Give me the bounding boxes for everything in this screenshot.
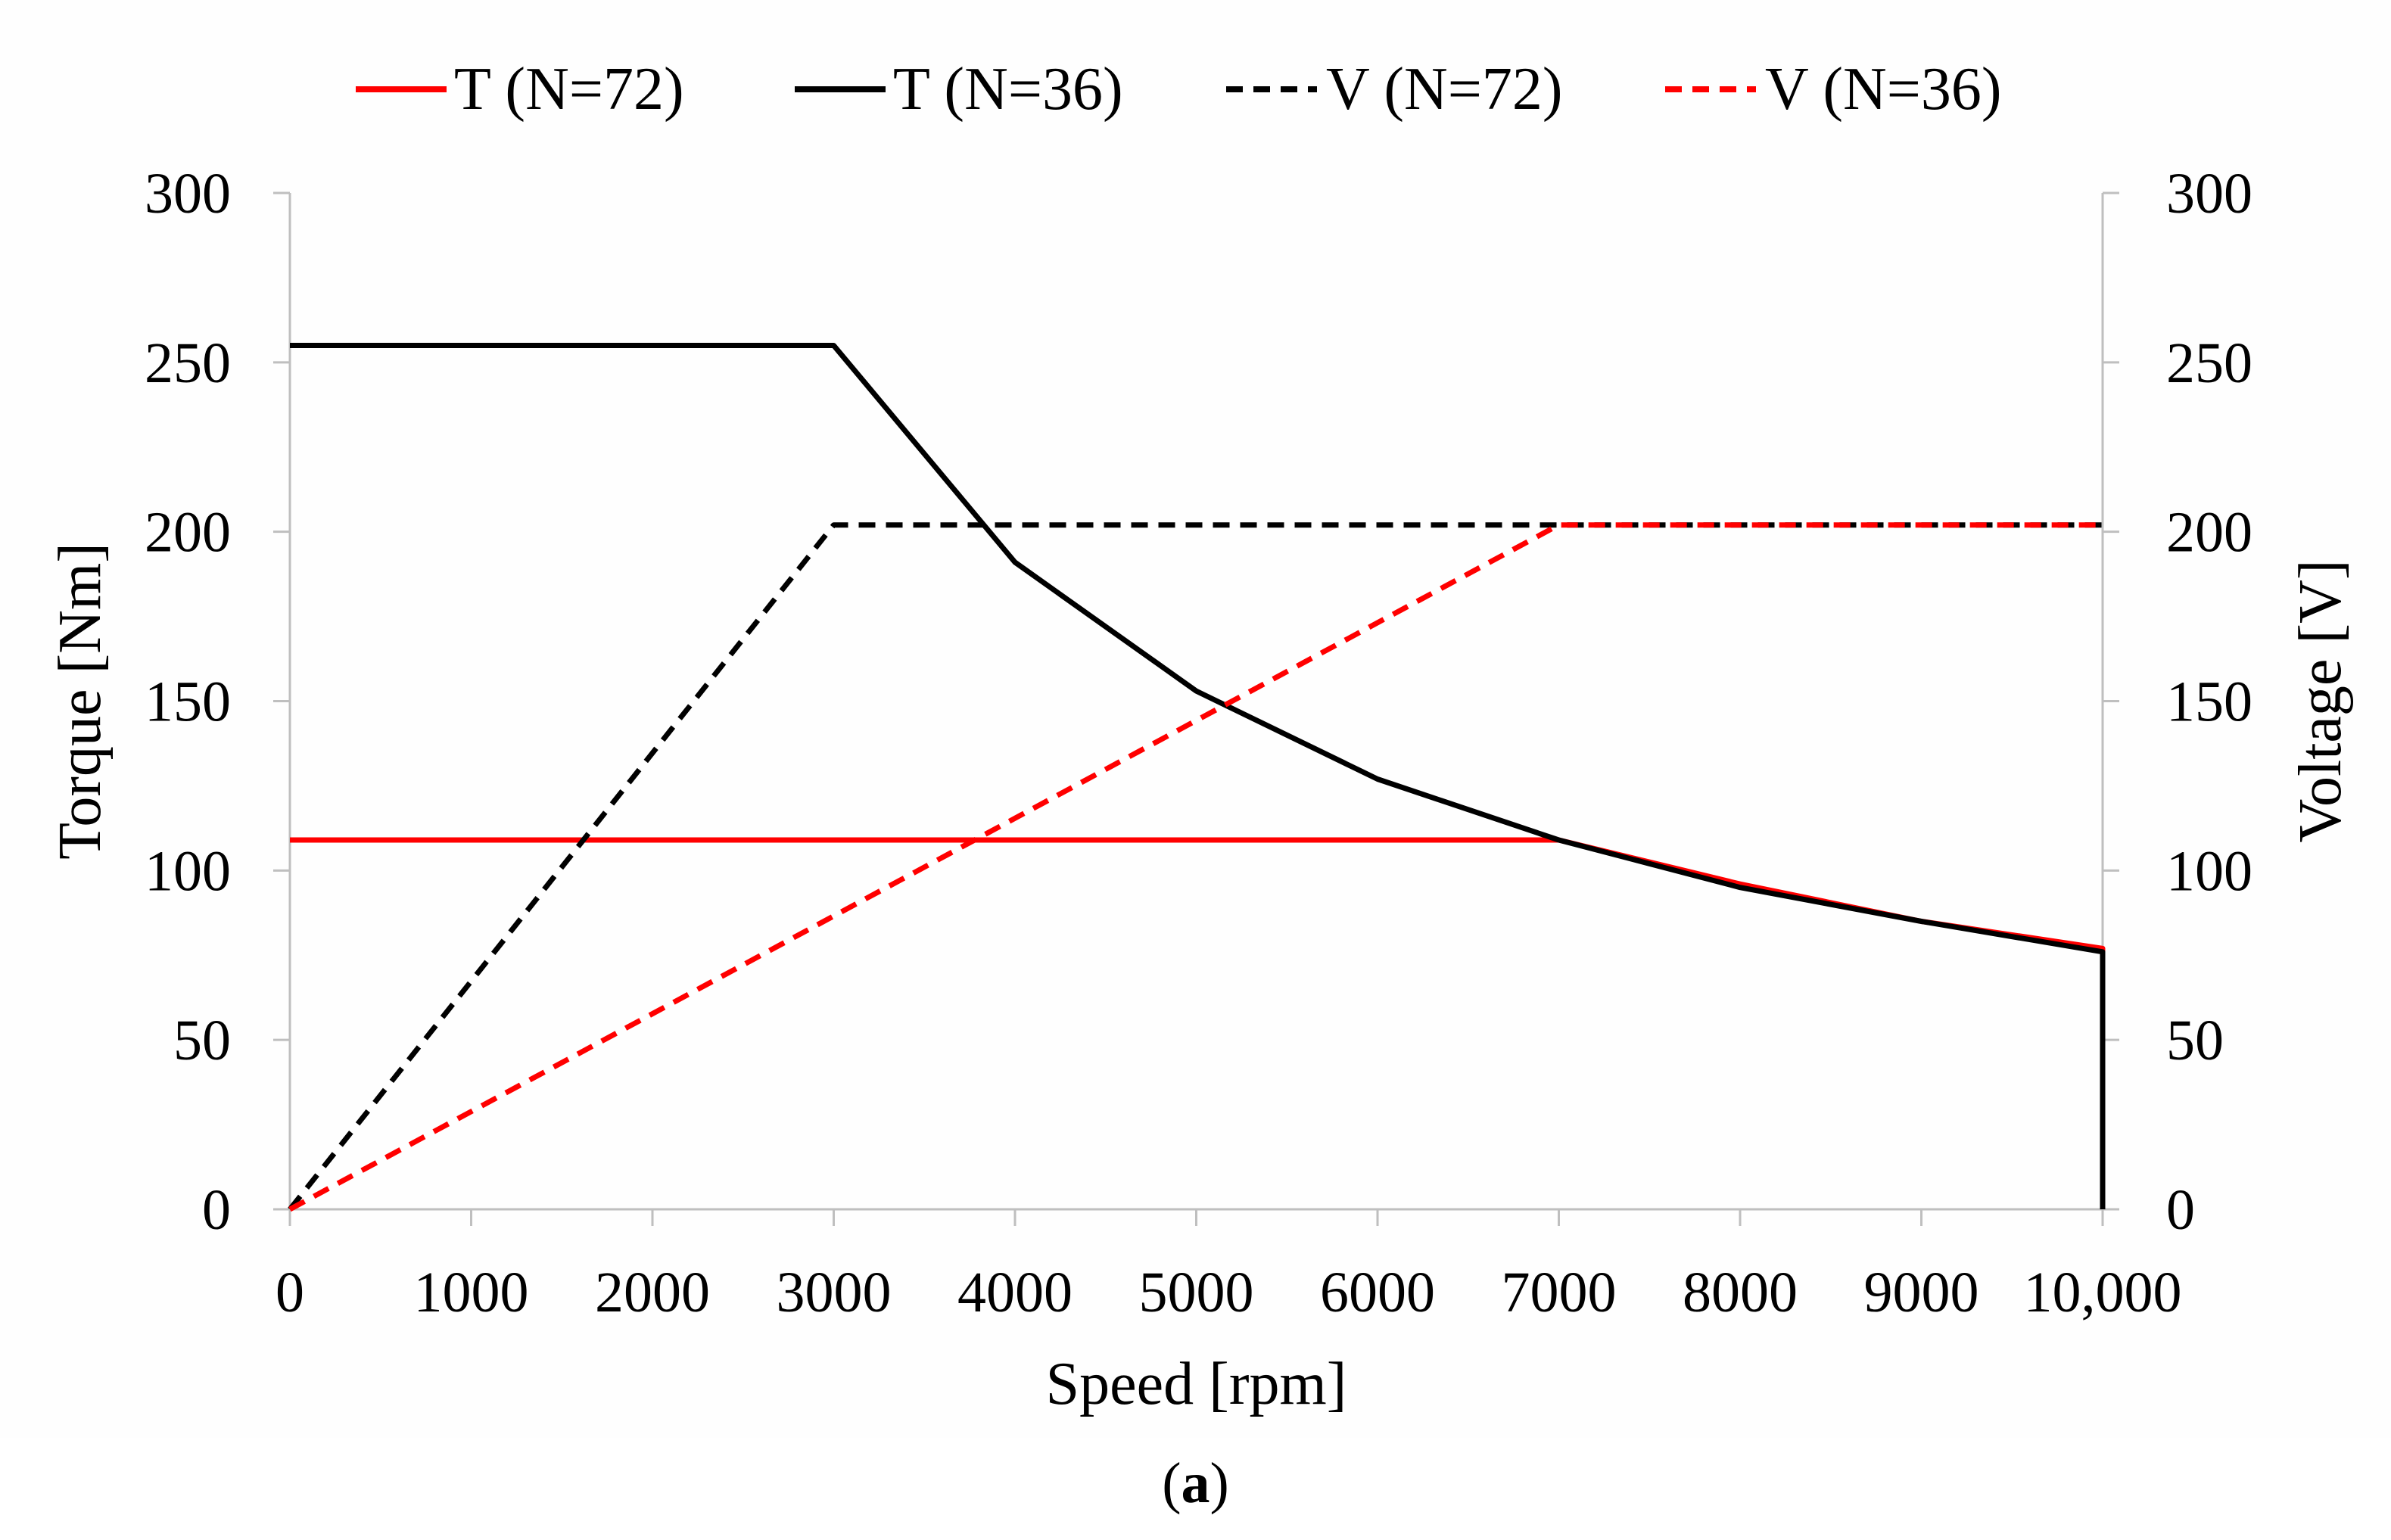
y-tick-label-left: 300 [145,162,231,226]
caption-label: a [1181,1451,1210,1515]
chart-svg: T (N=72) T (N=36) V (N=72) V (N=36) 0 050 501… [47,56,2354,1417]
series-line-v-n-72 [288,522,2103,1212]
x-axis-title: Speed [rpm] [1046,1351,1347,1417]
legend-label-v-n-36: V (N=36) [1765,56,2002,123]
y-tick-label-right: 150 [2166,670,2252,734]
x-tick-label: 9000 [1864,1261,1979,1324]
figure-caption: (a) [0,1442,2391,1525]
series-line-v-n-36 [288,522,2103,1212]
y-axis-left-title: Torque [Nm] [47,543,114,860]
series-layer [288,343,2106,1212]
x-tick-label: 1000 [414,1261,529,1324]
y-tick-label-left: 0 [202,1178,231,1242]
x-tick-label: 0 [276,1261,304,1324]
legend: T (N=72) T (N=36) V (N=72) V (N=36) [356,56,2002,123]
y-tick-label-right: 300 [2166,162,2252,226]
y-tick-label-right: 250 [2166,331,2252,395]
y-tick-label-left: 100 [145,839,231,903]
x-tick-label: 3000 [777,1261,892,1324]
x-tick-label: 10,000 [2024,1261,2182,1324]
chart-panel: T (N=72) T (N=36) V (N=72) V (N=36) 0 0 50 50 1… [47,56,2354,1417]
y-tick-label-right: 0 [2166,1178,2195,1242]
y-tick-label-right: 100 [2166,839,2252,903]
y-tick-label-left: 50 [173,1009,231,1072]
y-tick-label-left: 250 [145,331,231,395]
legend-label-v-n-72: V (N=72) [1326,56,1563,123]
x-tick-label: 2000 [595,1261,710,1324]
x-tick-label: 8000 [1683,1261,1798,1324]
series-line-t-n-72 [290,837,2106,1209]
x-tick-label: 5000 [1139,1261,1254,1324]
y-tick-label-left: 200 [145,501,231,565]
y-tick-label-right: 200 [2166,501,2252,565]
x-tick-label: 7000 [1502,1261,1617,1324]
y-axis-right-title: Voltage [V] [2287,560,2354,843]
caption-suffix: ) [1210,1451,1229,1515]
legend-label-t-n-72: T (N=72) [454,56,684,123]
x-tick-label: 6000 [1320,1261,1435,1324]
y-tick-label-right: 50 [2166,1009,2224,1072]
series-line-t-n-36 [290,343,2106,1209]
x-tick-label: 4000 [957,1261,1073,1324]
caption-prefix: ( [1162,1451,1181,1515]
y-tick-label-left: 150 [145,670,231,734]
legend-label-t-n-36: T (N=36) [893,56,1123,123]
